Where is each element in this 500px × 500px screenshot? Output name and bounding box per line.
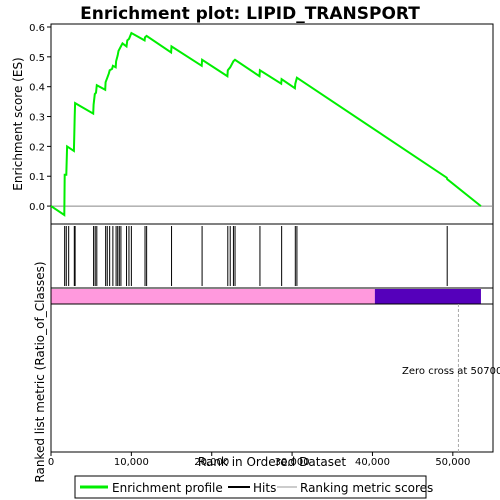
legend-box <box>74 475 427 499</box>
es-y-axis-label: Enrichment score (ES) <box>11 57 25 190</box>
x-tick-label: 0 <box>48 457 54 468</box>
y-tick-label: 0.3 <box>29 113 45 124</box>
y-tick-label: 0.4 <box>29 83 45 94</box>
y-tick-label: 0.5 <box>29 53 45 64</box>
y-tick-label: 0.6 <box>29 23 45 34</box>
x-axis-label: Rank in Ordered Dataset <box>198 455 346 469</box>
legend-metric-label: Ranking metric scores <box>300 481 433 495</box>
legend: Enrichment profile Hits Ranking metric s… <box>74 475 433 499</box>
metric-y-axis-label: Ranked list metric (Ratio_of_Classes) <box>33 261 47 482</box>
y-tick-label: 0.1 <box>29 172 45 183</box>
legend-hits-label: Hits <box>253 481 276 495</box>
hits-panel <box>50 223 494 289</box>
metric-panel-frame <box>50 303 494 453</box>
x-ticks: 0 10,000 20,000 30,000 40,000 50,000 <box>48 452 470 468</box>
chart-title: Enrichment plot: LIPID_TRANSPORT <box>80 4 420 24</box>
es-panel-frame <box>50 23 494 225</box>
metric-panel: Zero cross at 50700 Ranked list metric (… <box>33 261 500 482</box>
x-tick-label: 50,000 <box>435 457 470 468</box>
negative-metric-band <box>374 289 481 304</box>
x-tick-label: 40,000 <box>355 457 390 468</box>
zero-cross-label: Zero cross at 50700 <box>402 366 500 377</box>
es-line <box>50 31 482 217</box>
x-tick-label: 10,000 <box>114 457 149 468</box>
x-tick-label: 30,000 <box>275 457 310 468</box>
es-y-ticks: 0.0 0.1 0.2 0.3 0.4 0.5 0.6 <box>29 23 51 213</box>
y-tick-label: 0.0 <box>29 202 45 213</box>
x-tick-label: 20,000 <box>194 457 229 468</box>
metric-band <box>50 287 494 305</box>
y-tick-label: 0.2 <box>29 142 45 153</box>
positive-metric-band <box>51 289 375 304</box>
es-panel: 0.0 0.1 0.2 0.3 0.4 0.5 0.6 Enrichment score (… <box>11 23 494 225</box>
legend-enrichment-label: Enrichment profile <box>112 481 223 495</box>
hit-marks <box>64 226 448 286</box>
